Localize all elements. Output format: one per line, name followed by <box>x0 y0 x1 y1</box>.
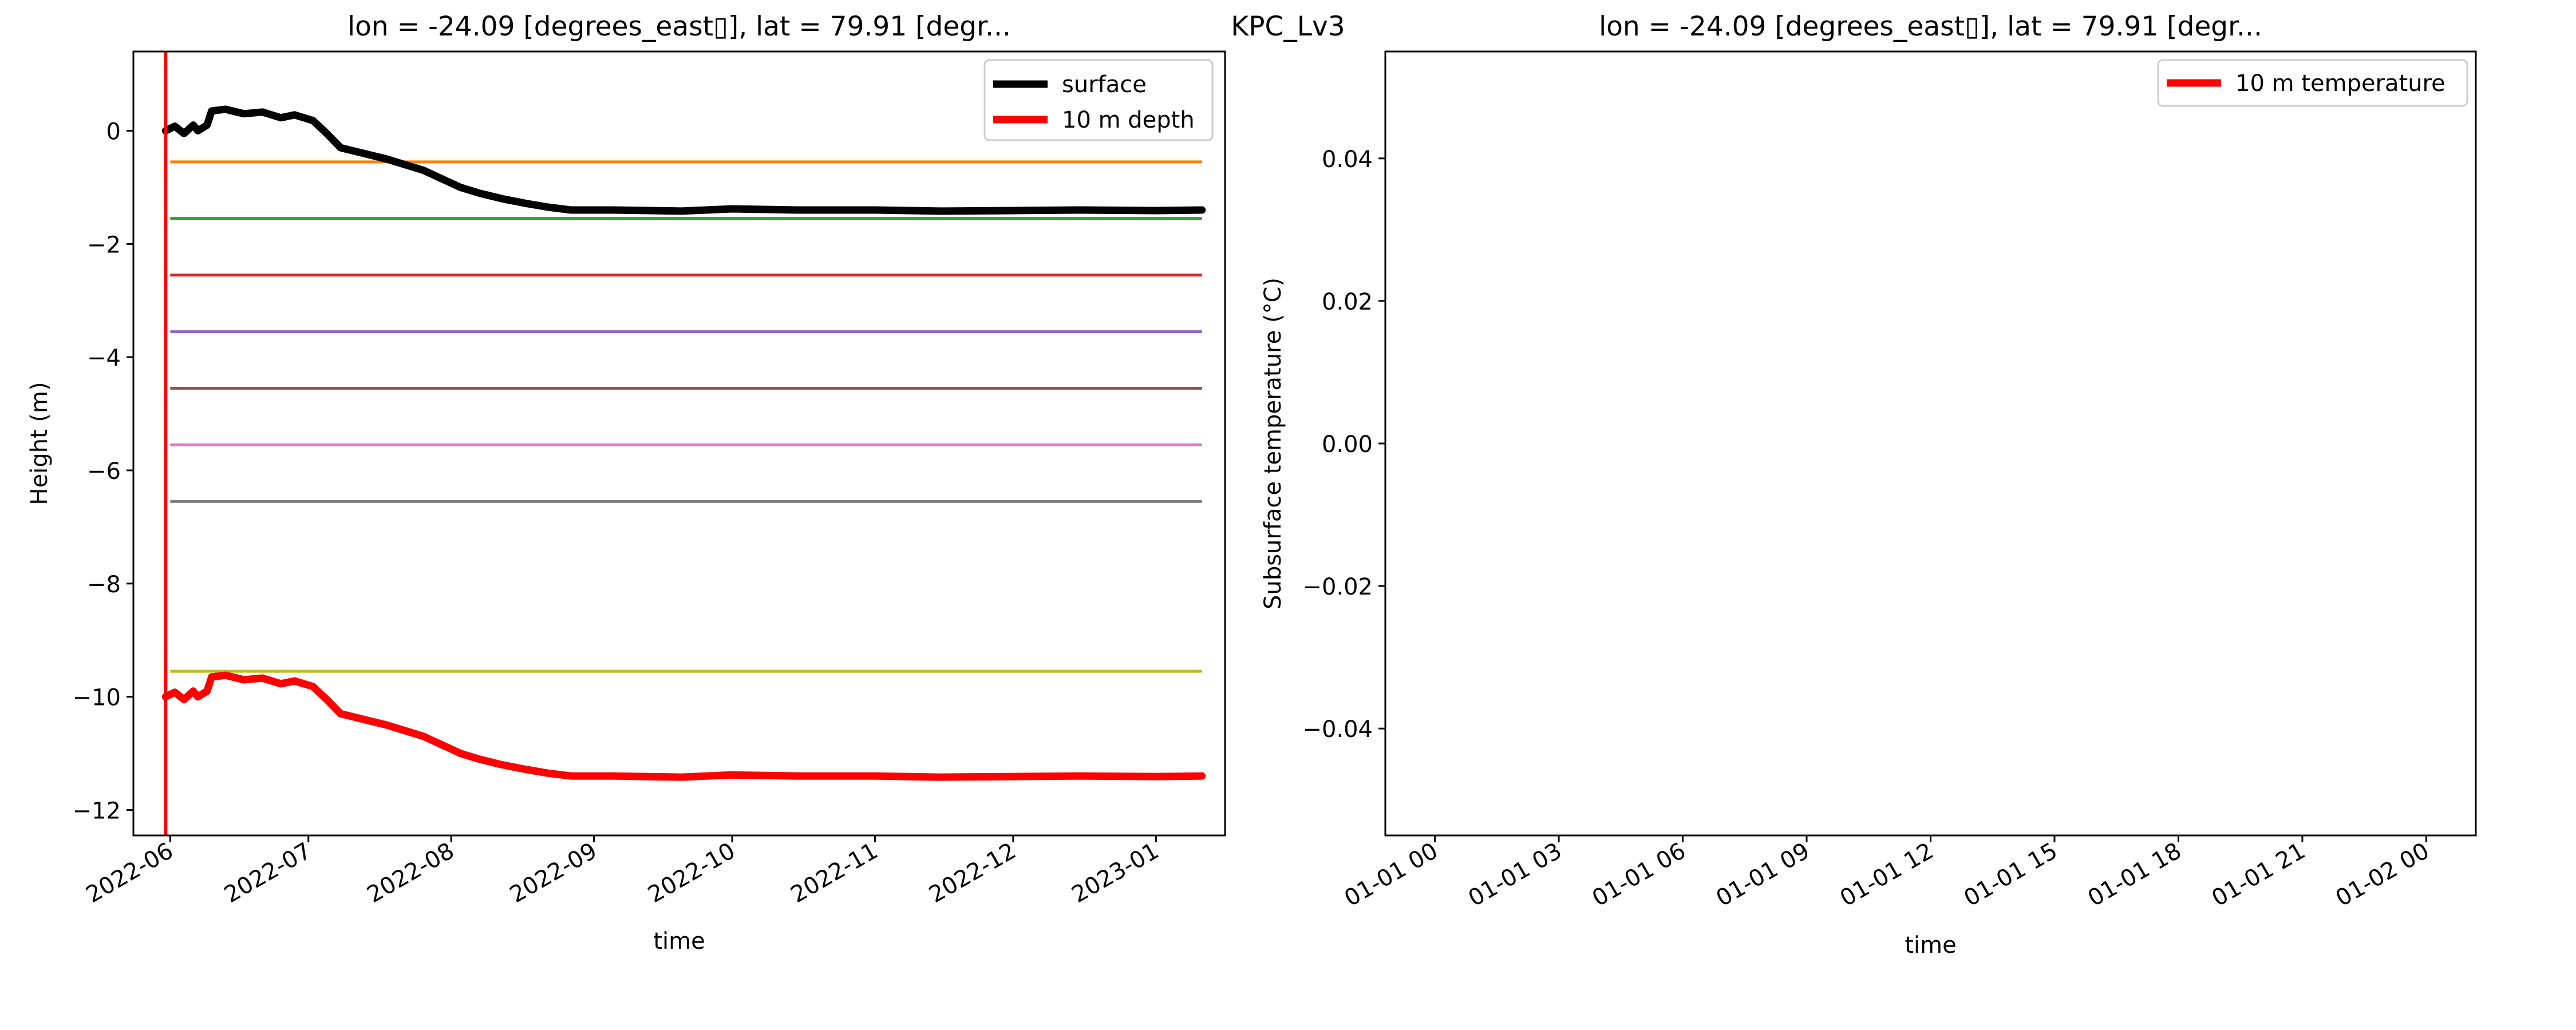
figure-suptitle: KPC_Lv3 <box>1231 11 1345 42</box>
y-tick-label: −4 <box>87 345 121 371</box>
legend-label: surface <box>1062 72 1147 98</box>
x-axis-label: time <box>1905 932 1956 958</box>
y-tick-label: −10 <box>73 685 121 711</box>
y-tick-label: −8 <box>87 572 121 598</box>
series-line-10-m-depth <box>161 671 1206 781</box>
y-tick-label: −0.02 <box>1302 574 1373 600</box>
left-plot-frame <box>132 50 1226 837</box>
legend-box <box>2157 59 2468 107</box>
left-legend: surface 10 m depth <box>983 59 1214 141</box>
legend-label: 10 m temperature <box>2235 70 2445 97</box>
left-chart-title: lon = -24.09 [degrees_east▯], lat = 79.9… <box>347 11 1011 42</box>
right-chart-title: lon = -24.09 [degrees_east▯], lat = 79.9… <box>1599 11 2262 42</box>
y-tick-label: 0 <box>106 118 121 145</box>
y-tick-label: 0.02 <box>1322 289 1373 315</box>
x-axis-label: time <box>653 928 705 954</box>
y-tick-label: −2 <box>87 232 121 258</box>
right-legend: 10 m temperature <box>2157 59 2468 107</box>
y-axis-label: Subsurface temperature (°C) <box>1260 278 1286 609</box>
legend-label: 10 m depth <box>1062 107 1195 133</box>
y-tick-label: −6 <box>87 458 121 485</box>
y-tick-label: −12 <box>73 798 121 824</box>
y-tick-label: 0.04 <box>1322 146 1373 173</box>
y-axis-label: Height (m) <box>26 382 53 505</box>
series-line-surface <box>161 105 1206 215</box>
y-tick-label: 0.00 <box>1322 431 1373 458</box>
left-chart-panel: lon = -24.09 [degrees_east▯], lat = 79.9… <box>26 11 1226 954</box>
y-tick-label: −0.04 <box>1302 716 1373 743</box>
